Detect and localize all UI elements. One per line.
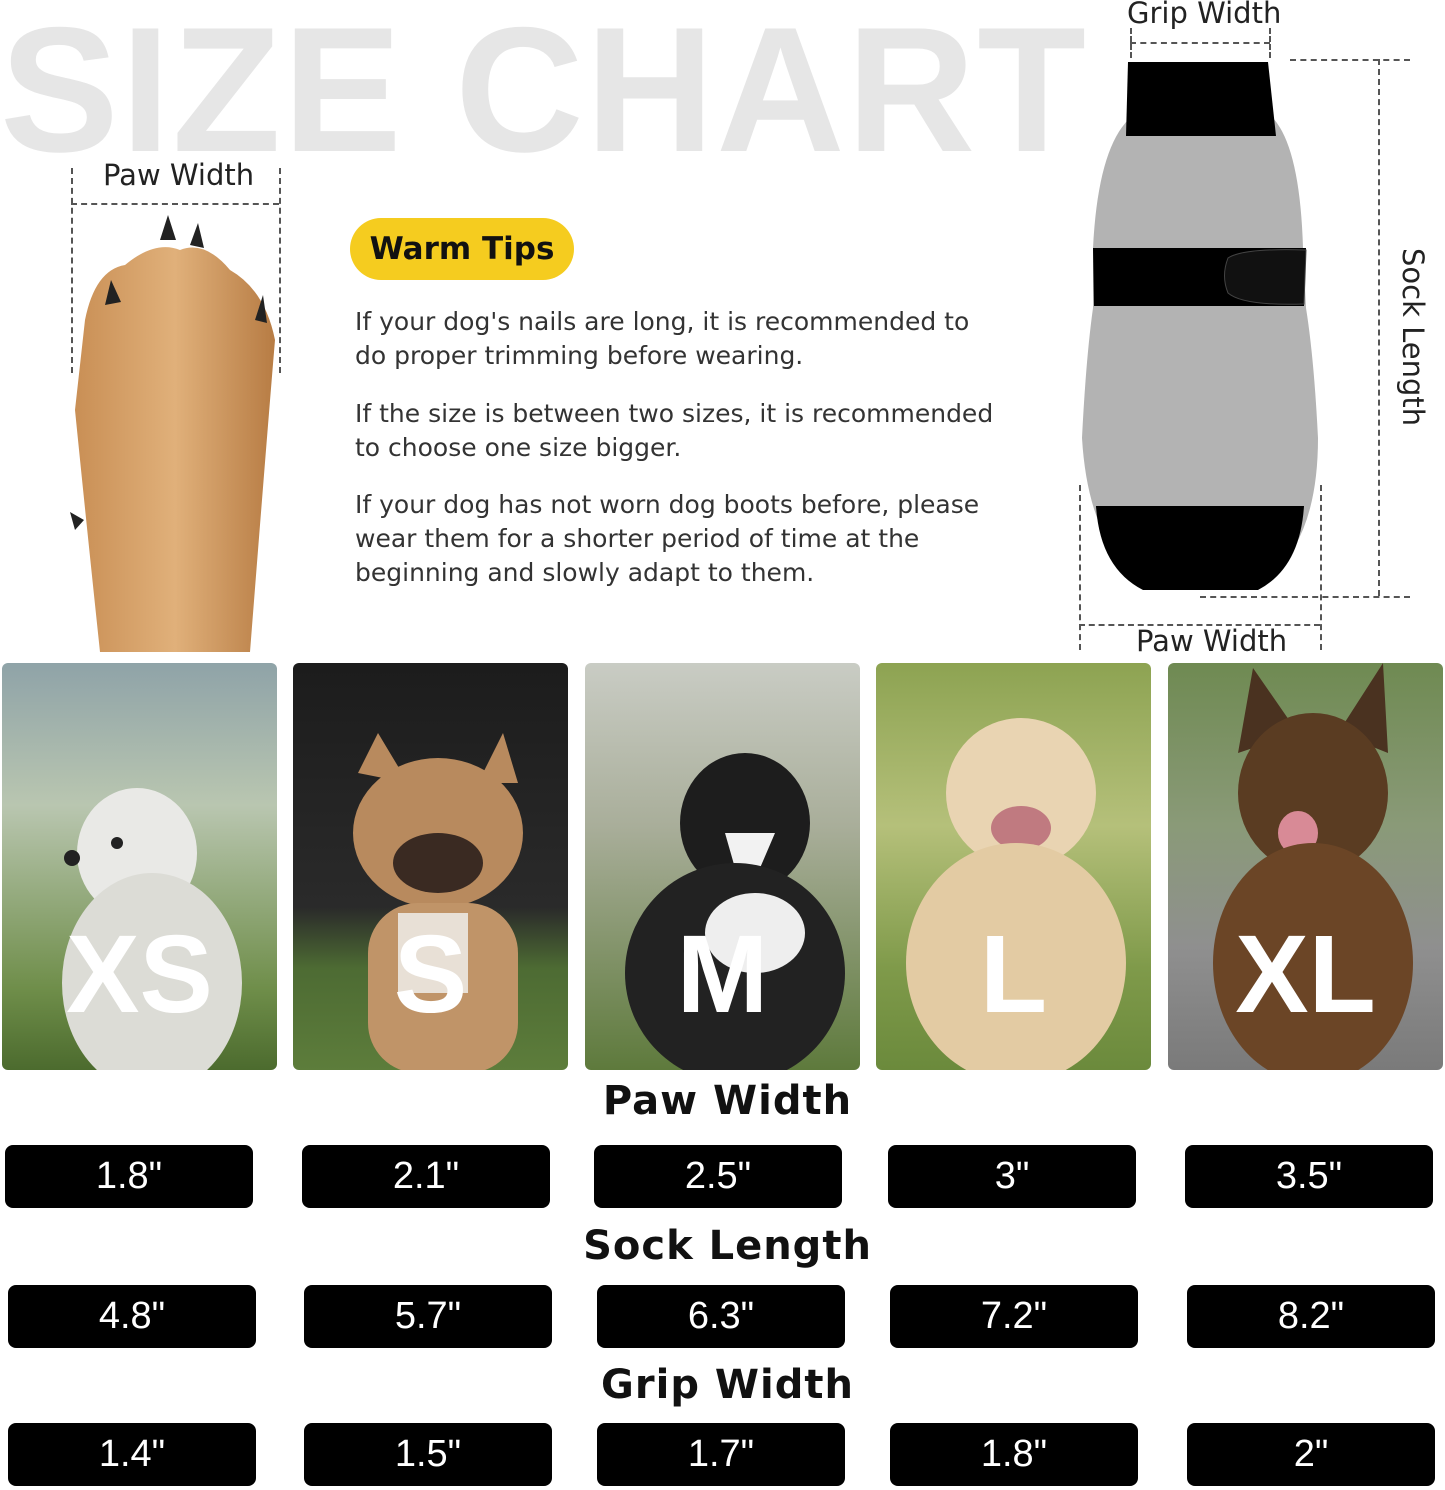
size-label: XS xyxy=(66,913,213,1036)
dog-photo-westie xyxy=(62,788,242,1070)
grip-width-s: 1.5" xyxy=(304,1423,552,1486)
tip-line: wear them for a shorter period of time a… xyxy=(355,524,920,553)
grip-width-m: 1.7" xyxy=(597,1423,845,1486)
paw-width-label: Paw Width xyxy=(1136,624,1288,658)
tip-line: beginning and slowly adapt to them. xyxy=(355,558,815,587)
paw-width-heading: Paw Width xyxy=(602,1078,853,1124)
paw-width-l: 3" xyxy=(888,1145,1136,1208)
sock-length-m: 6.3" xyxy=(597,1285,845,1348)
tip-line: If your dog has not worn dog boots befor… xyxy=(355,490,980,519)
size-label: XL xyxy=(1235,913,1376,1036)
dimension-line xyxy=(279,168,281,373)
sock-length-xl: 8.2" xyxy=(1187,1285,1435,1348)
tip-paragraph: If your dog has not worn dog boots befor… xyxy=(355,488,1015,590)
dimension-line xyxy=(1269,28,1271,58)
paw-width-label: Paw Width xyxy=(103,158,255,192)
size-card-xs: XS xyxy=(2,663,277,1070)
dog-photo-german-shepherd xyxy=(1213,663,1413,1070)
dog-photo-labrador xyxy=(906,718,1126,1070)
sock-length-xs: 4.8" xyxy=(8,1285,256,1348)
paw-width-m: 2.5" xyxy=(594,1145,842,1208)
grip-width-label: Grip Width xyxy=(1127,0,1282,30)
tip-paragraph: If your dog's nails are long, it is reco… xyxy=(355,305,1015,373)
tip-line: If the size is between two sizes, it is … xyxy=(355,399,994,428)
dimension-line xyxy=(1290,59,1410,61)
dog-photo-border-collie xyxy=(625,753,845,1070)
sock-length-s: 5.7" xyxy=(304,1285,552,1348)
tip-line: do proper trimming before wearing. xyxy=(355,341,804,370)
size-card-l: L xyxy=(876,663,1151,1070)
dimension-line xyxy=(1079,624,1320,626)
dimension-line xyxy=(1130,28,1132,58)
size-label: S xyxy=(393,913,468,1036)
dimension-line xyxy=(1130,42,1270,44)
size-label: M xyxy=(676,913,769,1036)
sock-length-l: 7.2" xyxy=(890,1285,1138,1348)
grip-width-heading: Grip Width xyxy=(601,1362,854,1408)
paw-width-xs: 1.8" xyxy=(5,1145,253,1208)
grip-width-xl: 2" xyxy=(1187,1423,1435,1486)
dimension-line xyxy=(71,203,279,205)
paw-width-xl: 3.5" xyxy=(1185,1145,1433,1208)
dimension-line xyxy=(1378,59,1380,596)
grip-width-l: 1.8" xyxy=(890,1423,1138,1486)
dog-paw-image xyxy=(70,215,275,652)
size-card-m: M xyxy=(585,663,860,1070)
dimension-line xyxy=(1320,485,1322,650)
sock-length-label: Sock Length xyxy=(1396,248,1430,427)
dimension-line xyxy=(1200,596,1410,598)
tip-line: If your dog's nails are long, it is reco… xyxy=(355,307,970,336)
paw-width-s: 2.1" xyxy=(302,1145,550,1208)
dog-sock-image xyxy=(1082,62,1318,590)
size-card-xl: XL xyxy=(1168,663,1443,1070)
sock-length-heading: Sock Length xyxy=(583,1223,872,1269)
grip-width-xs: 1.4" xyxy=(8,1423,256,1486)
tip-line: to choose one size bigger. xyxy=(355,433,682,462)
dimension-line xyxy=(1079,485,1081,650)
dimension-line xyxy=(71,168,73,373)
size-chart-title: SIZE CHART xyxy=(0,0,1088,189)
tip-paragraph: If the size is between two sizes, it is … xyxy=(355,397,1015,465)
warm-tips-badge: Warm Tips xyxy=(350,218,574,280)
dog-photo-french-bulldog xyxy=(353,733,523,1070)
size-card-s: S xyxy=(293,663,568,1070)
size-label: L xyxy=(979,913,1048,1036)
